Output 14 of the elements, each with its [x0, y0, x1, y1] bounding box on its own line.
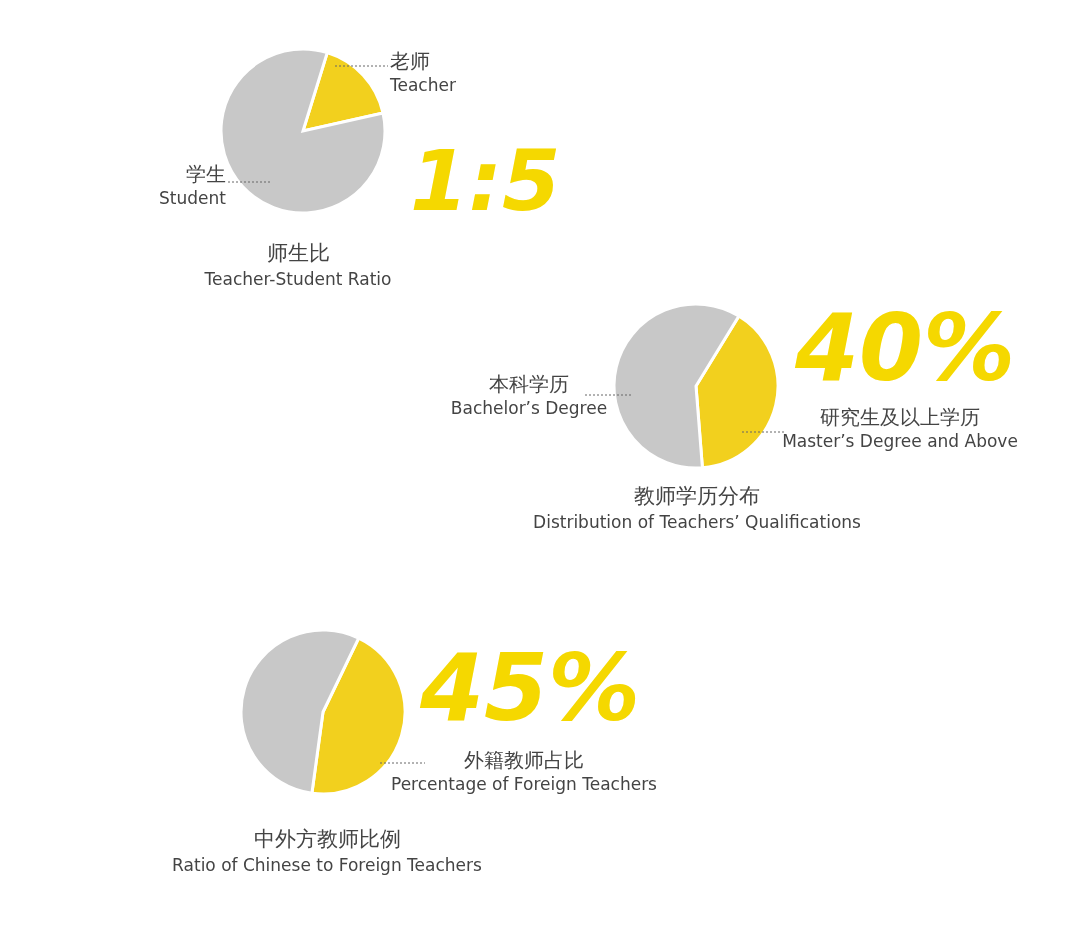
text: 中外方教师比例 [253, 827, 401, 851]
text: Ratio of Chinese to Foreign Teachers [172, 855, 483, 875]
text: 1:5 [410, 132, 561, 230]
slice-label: 研究生及以上学历 Master’s Degree and Above [782, 405, 1018, 451]
text: 教师学历分布 [634, 484, 760, 508]
text: Teacher-Student Ratio [203, 269, 392, 289]
text: 45% [419, 635, 641, 742]
slice-label: 老师 Teacher [389, 49, 456, 95]
slice-label: 本科学历 Bachelor’s Degree [450, 372, 608, 418]
slice-label: 学生 Student [159, 162, 227, 208]
text: 40% [794, 295, 1016, 402]
slice-label: 外籍教师占比 Percentage of Foreign Teachers [391, 748, 658, 794]
text: 师生比 [266, 241, 330, 265]
text: Distribution of Teachers’ Qualifications [533, 512, 862, 532]
